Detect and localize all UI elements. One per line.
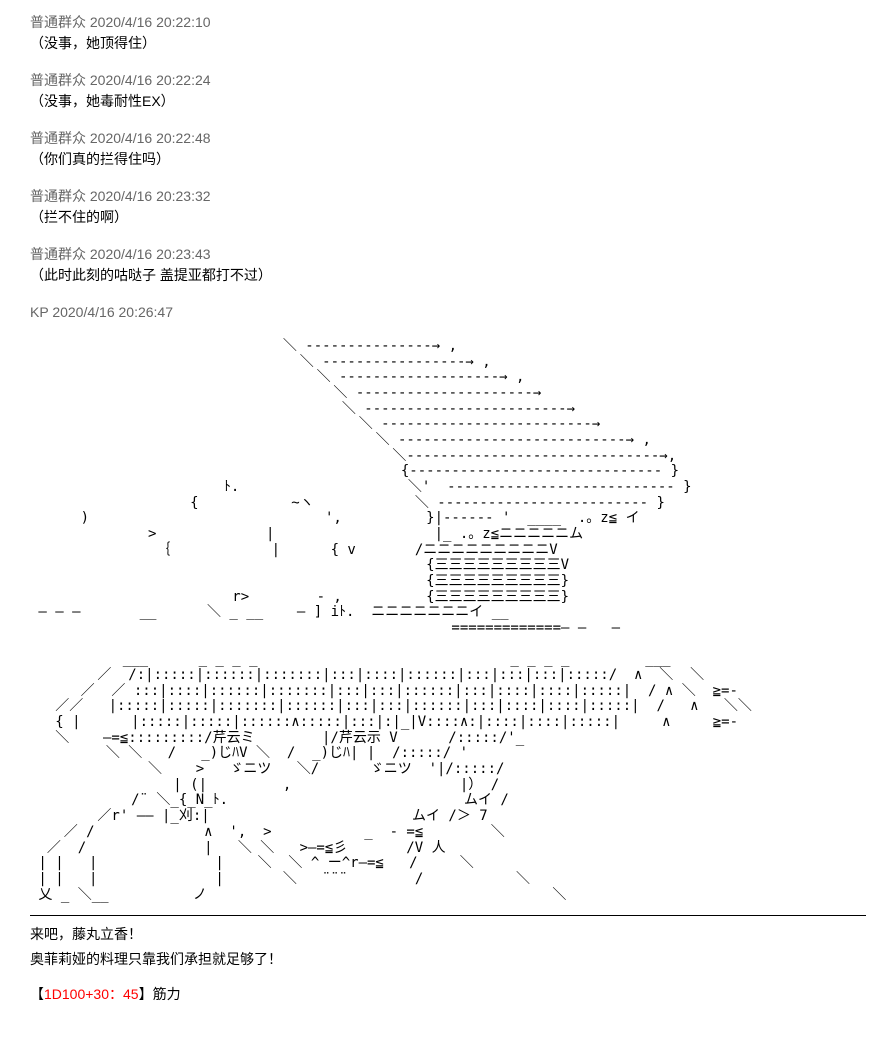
chat-message: 普通群众 2020/4/16 20:22:48 （你们真的拦得住吗）	[30, 128, 866, 170]
bracket-close: 】	[139, 986, 153, 1002]
chat-message: 普通群众 2020/4/16 20:22:24 （没事，她毒耐性EX）	[30, 70, 866, 112]
roll-label: 筋力	[153, 986, 181, 1002]
message-user: 普通群众	[30, 72, 86, 88]
dice-roll: 【1D100+30：45】筋力	[30, 984, 866, 1005]
message-time: 2020/4/16 20:22:48	[90, 130, 211, 146]
message-body: （此时此刻的咕哒子 盖提亚都打不过）	[30, 265, 866, 286]
message-body: （拦不住的啊）	[30, 207, 866, 228]
narration-line: 奥菲莉娅的料理只靠我们承担就足够了！	[30, 949, 866, 970]
bracket-open: 【	[30, 986, 44, 1002]
ascii-art: ＼ ---------------→ , ＼ -----------------…	[30, 339, 866, 903]
message-header: 普通群众 2020/4/16 20:23:43	[30, 244, 866, 265]
roll-formula: 1D100+30：45	[44, 986, 139, 1002]
message-user: 普通群众	[30, 130, 86, 146]
message-header: 普通群众 2020/4/16 20:22:24	[30, 70, 866, 91]
message-user: 普通群众	[30, 14, 86, 30]
message-user: 普通群众	[30, 188, 86, 204]
message-user: 普通群众	[30, 246, 86, 262]
divider	[30, 915, 866, 916]
chat-message: 普通群众 2020/4/16 20:23:43 （此时此刻的咕哒子 盖提亚都打不…	[30, 244, 866, 286]
message-body: （你们真的拦得住吗）	[30, 149, 866, 170]
message-header: 普通群众 2020/4/16 20:22:48	[30, 128, 866, 149]
kp-message: KP 2020/4/16 20:26:47	[30, 302, 866, 323]
message-header: KP 2020/4/16 20:26:47	[30, 302, 866, 323]
message-time: 2020/4/16 20:26:47	[52, 304, 173, 320]
message-body: （没事，她毒耐性EX）	[30, 91, 866, 112]
message-time: 2020/4/16 20:23:43	[90, 246, 211, 262]
chat-message: 普通群众 2020/4/16 20:22:10 （没事，她顶得住）	[30, 12, 866, 54]
message-time: 2020/4/16 20:22:10	[90, 14, 211, 30]
message-header: 普通群众 2020/4/16 20:23:32	[30, 186, 866, 207]
message-time: 2020/4/16 20:22:24	[90, 72, 211, 88]
narration-line: 来吧，藤丸立香！	[30, 924, 866, 945]
message-list: 普通群众 2020/4/16 20:22:10 （没事，她顶得住） 普通群众 2…	[30, 12, 866, 323]
message-user: KP	[30, 304, 48, 320]
message-body: （没事，她顶得住）	[30, 33, 866, 54]
message-time: 2020/4/16 20:23:32	[90, 188, 211, 204]
chat-message: 普通群众 2020/4/16 20:23:32 （拦不住的啊）	[30, 186, 866, 228]
message-header: 普通群众 2020/4/16 20:22:10	[30, 12, 866, 33]
